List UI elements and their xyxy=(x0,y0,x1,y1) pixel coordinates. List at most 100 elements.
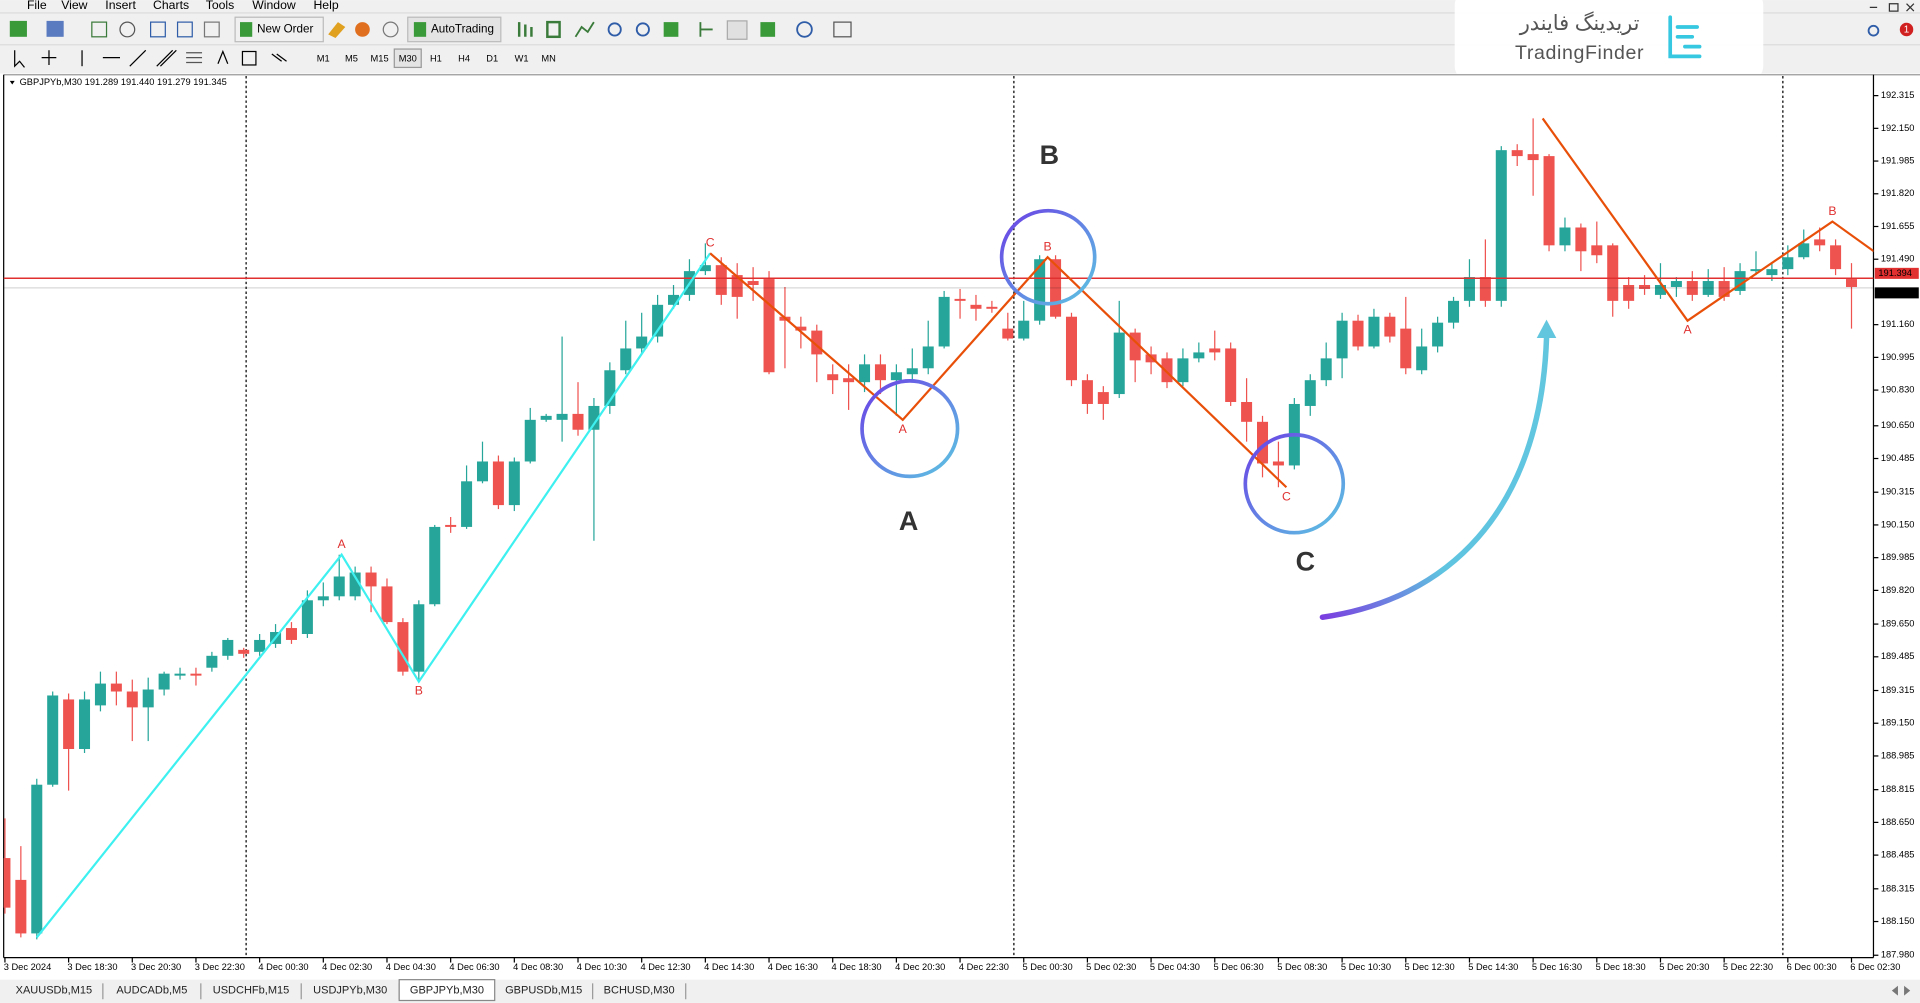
candle-body xyxy=(190,673,202,676)
plot: A B C A B C A B xyxy=(3,117,1874,940)
icon-chart-shift[interactable] xyxy=(726,20,748,40)
menu-item[interactable]: File xyxy=(27,0,47,12)
candle-body xyxy=(1272,461,1284,466)
timeframe-button[interactable]: M30 xyxy=(399,53,417,63)
icon-metaeditor[interactable] xyxy=(328,22,346,39)
notification-badge[interactable] xyxy=(1899,22,1914,37)
tab[interactable]: GBPJPYb,M30 xyxy=(410,985,484,997)
candle-body xyxy=(1034,259,1046,321)
tab[interactable]: USDCHFb,M15 xyxy=(213,985,290,997)
timeframe-button[interactable]: M1 xyxy=(317,53,330,63)
callouts: B A C xyxy=(899,140,1315,577)
timeframe-button[interactable]: H1 xyxy=(430,53,442,63)
timeframe-button[interactable]: M15 xyxy=(371,53,389,63)
icon-line-chart[interactable] xyxy=(574,21,595,38)
candle-body xyxy=(397,622,409,672)
x-tick-label: 3 Dec 18:30 xyxy=(67,962,117,972)
icon-crosshair[interactable] xyxy=(41,50,57,65)
direction-arrowhead xyxy=(1536,319,1557,339)
price-label: 191.394 xyxy=(1878,268,1912,278)
y-tick-label: 188.485 xyxy=(1881,850,1915,860)
candle-body xyxy=(1830,245,1842,270)
candle-body xyxy=(1575,227,1587,252)
x-tick-label: 5 Dec 06:30 xyxy=(1214,962,1264,972)
candle-body xyxy=(731,275,743,297)
candle-body xyxy=(1416,346,1428,371)
candle-body xyxy=(1320,358,1332,381)
icon-signals[interactable] xyxy=(355,22,370,37)
tab[interactable]: XAUUSDb,M15 xyxy=(16,985,93,997)
timeframe-button[interactable]: W1 xyxy=(515,53,529,63)
candle-body xyxy=(1670,281,1682,287)
icon-channel[interactable] xyxy=(156,49,177,67)
timeframe-button[interactable]: M5 xyxy=(345,53,358,63)
icon-autoscroll[interactable] xyxy=(699,22,713,37)
icon-search[interactable] xyxy=(1867,24,1880,37)
zigzag-label: B xyxy=(415,684,423,698)
tab-scroll[interactable] xyxy=(1891,985,1911,996)
icon-fibo[interactable] xyxy=(186,52,203,64)
candle-body xyxy=(1845,279,1858,287)
y-tick-label: 189.820 xyxy=(1881,585,1915,595)
candle-body xyxy=(1065,316,1077,381)
icon-tile[interactable] xyxy=(663,22,679,37)
menu-item[interactable]: Help xyxy=(313,0,338,12)
tab[interactable]: GBPUSDb,M15 xyxy=(505,985,582,997)
icon-market-watch[interactable] xyxy=(91,21,108,38)
timeframe-button[interactable]: D1 xyxy=(486,53,498,63)
x-tick-label: 5 Dec 14:30 xyxy=(1468,962,1518,972)
timeframe-button[interactable]: MN xyxy=(541,53,555,63)
icon-data-window[interactable] xyxy=(119,21,136,38)
x-tick-label: 5 Dec 20:30 xyxy=(1659,962,1709,972)
icon-zoom-out[interactable] xyxy=(635,22,650,37)
zigzag-label: C xyxy=(1282,489,1291,503)
menu-item[interactable]: Charts xyxy=(153,0,189,12)
candle-body xyxy=(1798,243,1810,258)
menu-item[interactable]: Window xyxy=(252,0,296,12)
icon-arrows[interactable] xyxy=(271,53,287,62)
menu-item[interactable]: View xyxy=(61,0,87,12)
menu-item[interactable]: Tools xyxy=(206,0,235,12)
candle-body xyxy=(1448,300,1460,323)
icon-new-chart[interactable] xyxy=(9,20,27,37)
logo-latin: TradingFinder xyxy=(1515,42,1644,64)
candle-body xyxy=(1002,328,1014,339)
icon-terminal[interactable] xyxy=(176,21,193,38)
icon-templates[interactable] xyxy=(833,21,852,38)
icon-profiles[interactable] xyxy=(46,20,64,37)
tab[interactable]: BCHUSD,M30 xyxy=(604,985,675,997)
icon-indicators[interactable] xyxy=(760,22,776,37)
candle-body xyxy=(476,461,489,482)
tab[interactable]: AUDCADb,M5 xyxy=(116,985,187,997)
x-tick-label: 5 Dec 12:30 xyxy=(1405,962,1455,972)
icon-cursor[interactable] xyxy=(14,50,25,68)
zigzag-label: C xyxy=(706,236,715,250)
candle-body xyxy=(1782,257,1794,270)
icon-zoom-in[interactable] xyxy=(607,22,622,37)
candle-body xyxy=(1129,332,1141,361)
icon-label[interactable] xyxy=(241,50,257,66)
candle-body xyxy=(827,374,839,381)
tab[interactable]: USDJPYb,M30 xyxy=(313,985,387,997)
icon-navigator[interactable] xyxy=(150,21,166,38)
y-tick-label: 189.650 xyxy=(1881,619,1915,629)
candle-body xyxy=(922,346,934,369)
new-order-button[interactable] xyxy=(234,16,324,43)
candle-body xyxy=(1543,156,1555,246)
icon-text[interactable] xyxy=(217,49,229,64)
icon-tester[interactable] xyxy=(203,21,220,38)
direction-arrow xyxy=(1319,335,1550,620)
zigzag-label: A xyxy=(899,422,908,436)
candle-body xyxy=(461,481,473,527)
icon-bar-chart[interactable] xyxy=(517,22,533,37)
window-controls[interactable] xyxy=(1869,3,1915,12)
candle-body xyxy=(47,695,59,785)
y-tick-label: 190.315 xyxy=(1881,487,1915,497)
menu-item[interactable]: Insert xyxy=(105,0,136,12)
icon-trendline[interactable] xyxy=(129,49,147,67)
icon-candles[interactable] xyxy=(546,20,561,39)
icon-market[interactable] xyxy=(382,21,399,38)
timeframe-button[interactable]: H4 xyxy=(458,53,470,63)
candle-body xyxy=(238,649,250,654)
icon-periods[interactable] xyxy=(796,21,813,38)
